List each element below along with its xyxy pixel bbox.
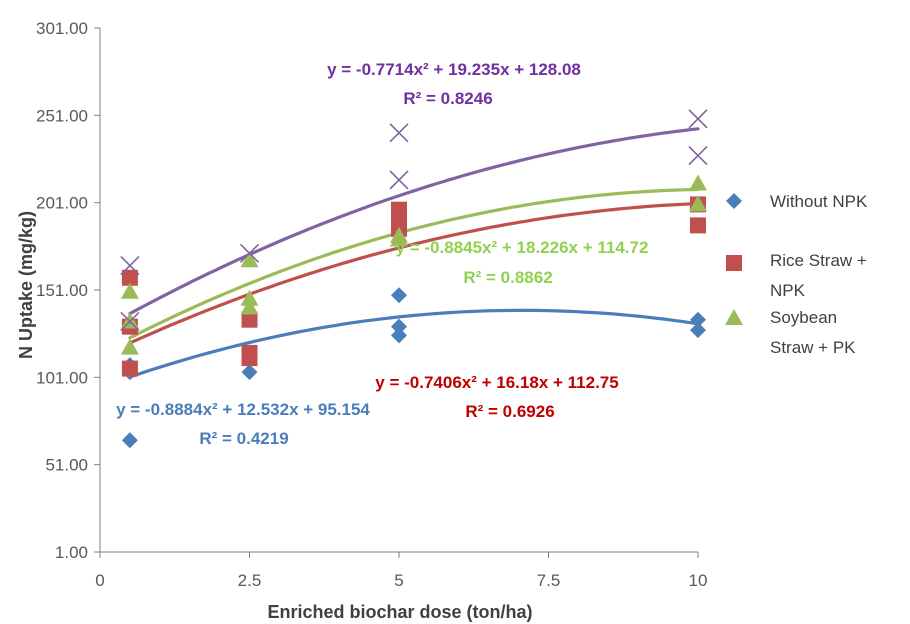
x-tick-label: 2.5 xyxy=(238,571,262,590)
data-point-series-3 xyxy=(689,147,707,165)
x-tick-label: 7.5 xyxy=(537,571,561,590)
y-axis-title: N Uptake (mg/kg) xyxy=(16,211,36,359)
data-point-series-3 xyxy=(390,124,408,142)
y-tick-label: 1.00 xyxy=(55,543,88,562)
trendline-r-squared: R² = 0.4219 xyxy=(199,429,288,448)
legend-label: Soybean xyxy=(770,308,837,327)
trendline-r-squared: R² = 0.8246 xyxy=(403,89,492,108)
data-point-series-0 xyxy=(242,364,258,380)
data-point-series-0 xyxy=(391,327,407,343)
legend-label: Rice Straw + xyxy=(770,251,867,270)
y-tick-label: 251.00 xyxy=(36,106,88,125)
trendline-series-3 xyxy=(130,129,698,314)
trendline-r-squared: R² = 0.8862 xyxy=(463,268,552,287)
axes: 1.00 51.00 101.00 151.00 201.00 251.00 301.00 0… xyxy=(36,19,707,590)
trendline-equation: y = -0.7714x² + 19.235x + 128.08 xyxy=(327,60,581,79)
data-point-series-3 xyxy=(689,110,707,128)
trendline-equation: y = -0.7406x² + 16.18x + 112.75 xyxy=(375,373,618,392)
data-point-series-1 xyxy=(690,217,706,233)
data-point-series-2 xyxy=(689,174,707,190)
trendline-equation: y = -0.8845x² + 18.226x + 114.72 xyxy=(396,238,649,257)
x-tick-label: 5 xyxy=(394,571,403,590)
y-tick-label: 301.00 xyxy=(36,19,88,38)
trendline-series-0 xyxy=(130,310,698,377)
x-tick-label: 0 xyxy=(95,571,104,590)
data-point-series-1 xyxy=(122,361,138,377)
legend: Without NPK Rice Straw + NPK Soybean Straw +… xyxy=(725,192,868,357)
legend-marker xyxy=(726,255,742,271)
y-tick-label: 201.00 xyxy=(36,194,88,213)
data-point-series-0 xyxy=(122,432,138,448)
legend-label: Without NPK xyxy=(770,192,868,211)
legend-marker xyxy=(726,193,742,209)
trendline-series-1 xyxy=(130,204,698,343)
y-tick-label: 151.00 xyxy=(36,281,88,300)
y-tick-label: 51.00 xyxy=(45,456,88,475)
data-point-series-2 xyxy=(241,298,259,314)
data-point-series-0 xyxy=(391,287,407,303)
data-point-series-1 xyxy=(242,350,258,366)
y-tick-label: 101.00 xyxy=(36,368,88,387)
data-point-series-3 xyxy=(390,171,408,189)
trendline-equation: y = -0.8884x² + 12.532x + 95.154 xyxy=(116,400,370,419)
x-tick-label: 10 xyxy=(689,571,708,590)
trendline-r-squared: R² = 0.6926 xyxy=(465,402,554,421)
legend-marker xyxy=(725,309,743,325)
legend-label: Straw + PK xyxy=(770,338,856,357)
data-points xyxy=(121,110,707,448)
x-axis-title: Enriched biochar dose (ton/ha) xyxy=(267,602,532,622)
legend-label: NPK xyxy=(770,281,806,300)
equation-labels: y = -0.8884x² + 12.532x + 95.154 R² = 0.4… xyxy=(116,60,648,448)
